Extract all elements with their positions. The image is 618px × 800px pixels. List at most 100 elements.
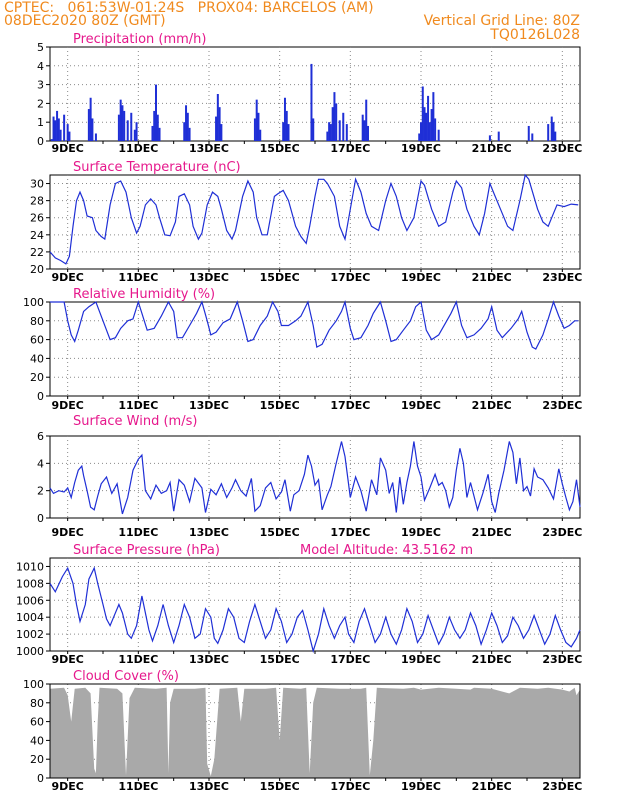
precip-bar [345,124,348,141]
y-tick-label: 1008 [16,577,44,590]
precip-bar [552,122,555,141]
precip-bar [531,133,534,141]
precip-bar [282,122,285,141]
x-label: 13DEC [189,780,229,793]
y-tick-label: 1004 [16,611,44,624]
x-label: 21DEC [472,780,512,793]
y-tick-label: 100 [23,296,44,309]
precip-bar [430,109,433,141]
precip-bar [428,122,431,141]
x-label: 19DEC [401,526,441,539]
x-label: 17DEC [330,142,370,155]
precip-bar [218,107,221,141]
precip-bar [186,112,189,141]
precip-bar [547,124,550,141]
header-grid-line: Vertical Grid Line: 80Z [424,13,580,29]
series-line [49,441,581,515]
panel-frame-top [49,683,581,779]
x-label: 21DEC [472,653,512,666]
precip-bar [91,118,94,141]
precip-bar [328,122,331,141]
x-label: 17DEC [330,526,370,539]
precip-bar [66,124,69,141]
panels: Precipitation (mm/h) 0 1 2 3 4 5 9DEC 11DEC 13DEC… [16,32,582,793]
x-label: 17DEC [330,399,370,412]
x-label: 15DEC [260,399,300,412]
precip-bar [287,124,290,141]
precip-bar [56,110,59,141]
precip-bar [155,84,157,141]
y-tick-label: 4 [37,457,44,470]
precip-bar [329,124,332,141]
precip-bar [434,118,437,141]
precip-bar [527,125,530,141]
x-label: 11DEC [118,653,158,666]
x-label: 13DEC [189,399,229,412]
precip-bar [54,120,57,141]
y-tick-label: 24 [30,229,44,242]
precip-bar [423,107,426,141]
precip-bar [183,122,186,141]
x-label: 15DEC [260,780,300,793]
precip-bar [432,92,435,141]
precip-bar [255,99,258,141]
x-label: 21DEC [472,526,512,539]
precip-bar [253,118,256,141]
y-tick-label: 20 [30,753,44,766]
y-tick-label: 20 [30,371,44,384]
y-tick-label: 40 [30,352,44,365]
precip-bar [326,131,329,141]
precip-bar [365,99,368,141]
precip-bar [158,127,161,141]
y-tick-label: 6 [37,430,44,443]
precip-bar [123,110,126,141]
precip-bar [421,86,424,141]
panel-title: Relative Humidity (%) [73,287,215,302]
precip-bar [363,120,366,141]
precip-bar [121,105,124,141]
x-label: 11DEC [118,780,158,793]
precip-bar [63,114,66,141]
precip-bar [52,116,55,141]
y-tick-label: 1006 [16,594,44,607]
x-label: 13DEC [189,142,229,155]
header-datetime: 08DEC2020 80Z (GMT) [4,13,166,29]
header-location: CPTEC: 061:53W-01:24S PROX04: BARCELOS (… [4,0,374,16]
x-label: 9DEC [51,780,83,793]
precip-bar [338,120,341,141]
x-label: 15DEC [260,142,300,155]
precip-bar [312,118,315,141]
y-tick-label: 22 [30,246,44,259]
x-label: 21DEC [472,399,512,412]
x-label: 23DEC [542,399,582,412]
y-tick-label: 1010 [16,560,44,573]
x-label: 23DEC [542,526,582,539]
series-line [49,566,581,654]
x-label: 19DEC [401,399,441,412]
precip-bar [50,139,53,141]
precip-bar [153,110,156,141]
panel-4: Surface Wind (m/s) 0 2 4 6 9DEC 11DEC 13DEC 15DE… [37,414,582,539]
x-label: 21DEC [472,142,512,155]
x-label: 9DEC [51,271,83,284]
precip-bar [425,112,428,141]
precip-bar [133,129,136,141]
y-tick-label: 0 [37,135,44,148]
x-label: 19DEC [401,653,441,666]
x-label: 23DEC [542,271,582,284]
precip-bar [283,97,286,141]
y-tick-label: 1000 [16,645,44,658]
x-label: 15DEC [260,271,300,284]
x-label: 13DEC [189,653,229,666]
y-tick-label: 1002 [16,628,44,641]
precip-bar [310,63,313,141]
x-label: 19DEC [401,780,441,793]
precip-bar [420,122,422,141]
panel-annotation: Model Altitude: 43.5162 m [300,543,473,558]
precip-bar [550,116,553,141]
precip-bar [488,135,491,141]
panel-5: Surface Pressure (hPa) Model Altitude: 43… [16,543,582,666]
precip-bar [427,95,430,141]
y-tick-label: 30 [30,178,44,191]
